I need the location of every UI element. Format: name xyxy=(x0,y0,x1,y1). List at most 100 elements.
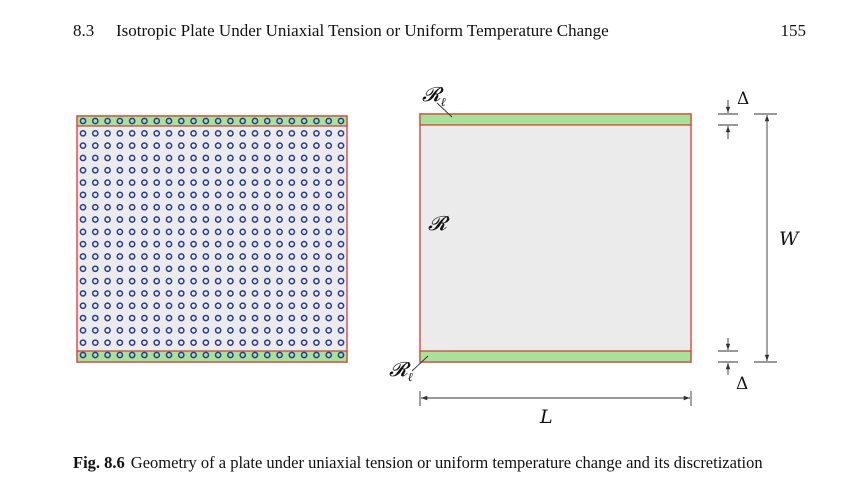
discretized-plate-body xyxy=(76,115,348,363)
grid-node xyxy=(276,142,283,149)
discretized-top-strip xyxy=(76,115,348,127)
grid-node xyxy=(91,351,99,359)
grid-node xyxy=(214,117,222,125)
grid-node xyxy=(288,154,296,162)
node-grid xyxy=(79,117,345,359)
grid-node xyxy=(141,117,148,125)
grid-node xyxy=(251,216,259,223)
grid-node xyxy=(128,154,136,162)
grid-node xyxy=(116,179,124,186)
grid-node xyxy=(263,142,271,149)
grid-node xyxy=(337,277,345,285)
grid-node xyxy=(251,253,259,260)
grid-node xyxy=(337,191,345,199)
grid-node xyxy=(202,142,210,149)
grid-node xyxy=(202,253,210,260)
grid-node xyxy=(214,327,222,334)
grid-node xyxy=(165,191,173,199)
grid-node xyxy=(153,240,161,248)
grid-node xyxy=(227,277,234,285)
grid-node xyxy=(104,228,111,236)
grid-node xyxy=(116,203,124,211)
grid-node xyxy=(79,302,87,310)
grid-node xyxy=(104,240,111,248)
grid-node xyxy=(190,290,197,297)
bottom-strip-leader xyxy=(411,355,429,372)
grid-node xyxy=(300,253,308,260)
grid-node xyxy=(165,265,173,273)
width-label: W xyxy=(779,228,800,250)
grid-node xyxy=(202,302,210,310)
grid-node xyxy=(104,351,111,359)
running-head: 8.3 Isotropic Plate Under Uniaxial Tensi… xyxy=(0,0,867,40)
grid-node xyxy=(214,240,222,248)
grid-node xyxy=(276,327,283,334)
grid-node xyxy=(325,179,333,186)
grid-node xyxy=(91,154,99,162)
grid-node xyxy=(325,228,333,236)
grid-node xyxy=(116,265,124,273)
grid-node xyxy=(91,142,99,149)
grid-node xyxy=(325,142,333,149)
grid-node xyxy=(79,129,87,137)
grid-node xyxy=(141,314,148,322)
grid-node xyxy=(190,142,197,149)
grid-node xyxy=(227,179,234,186)
grid-node xyxy=(165,327,173,334)
grid-node xyxy=(251,277,259,285)
grid-node xyxy=(300,302,308,310)
grid-node xyxy=(263,339,271,347)
grid-node xyxy=(325,265,333,273)
figure-caption-text: Geometry of a plate under uniaxial tensi… xyxy=(130,453,763,472)
grid-node xyxy=(153,351,161,359)
grid-node xyxy=(116,142,124,149)
grid-node xyxy=(239,277,247,285)
grid-node xyxy=(116,253,124,260)
grid-node xyxy=(190,265,197,273)
grid-node xyxy=(116,154,124,162)
grid-node xyxy=(276,117,283,125)
grid-node xyxy=(177,339,185,347)
grid-node xyxy=(276,216,283,223)
top-strip-label: 𝓡ℓ xyxy=(422,82,446,109)
grid-node xyxy=(276,277,283,285)
length-label: L xyxy=(539,406,553,428)
grid-node xyxy=(239,117,247,125)
grid-node xyxy=(202,117,210,125)
grid-node xyxy=(300,351,308,359)
grid-node xyxy=(79,339,87,347)
grid-node xyxy=(227,339,234,347)
grid-node xyxy=(288,216,296,223)
grid-node xyxy=(239,351,247,359)
grid-node xyxy=(165,203,173,211)
grid-node xyxy=(300,203,308,211)
grid-node xyxy=(276,129,283,137)
plate-geometry: 𝓡ℓ 𝓡 𝓡ℓ Δ Δ W xyxy=(389,82,800,428)
grid-node xyxy=(190,339,197,347)
grid-node xyxy=(214,216,222,223)
grid-node xyxy=(337,314,345,322)
grid-node xyxy=(239,228,247,236)
grid-node xyxy=(177,179,185,186)
grid-node xyxy=(288,179,296,186)
grid-node xyxy=(79,191,87,199)
grid-node xyxy=(79,240,87,248)
discretized-plate xyxy=(76,115,348,363)
grid-node xyxy=(214,351,222,359)
grid-node xyxy=(116,191,124,199)
grid-node xyxy=(128,203,136,211)
grid-node xyxy=(337,117,345,125)
grid-node xyxy=(116,327,124,334)
grid-node xyxy=(91,203,99,211)
grid-node xyxy=(227,290,234,297)
grid-node xyxy=(214,290,222,297)
delta-dimension-bottom xyxy=(718,338,738,375)
grid-node xyxy=(214,203,222,211)
grid-node xyxy=(165,302,173,310)
grid-node xyxy=(153,290,161,297)
grid-node xyxy=(227,228,234,236)
grid-node xyxy=(227,166,234,174)
grid-node xyxy=(104,277,111,285)
grid-node xyxy=(153,265,161,273)
grid-node xyxy=(153,277,161,285)
